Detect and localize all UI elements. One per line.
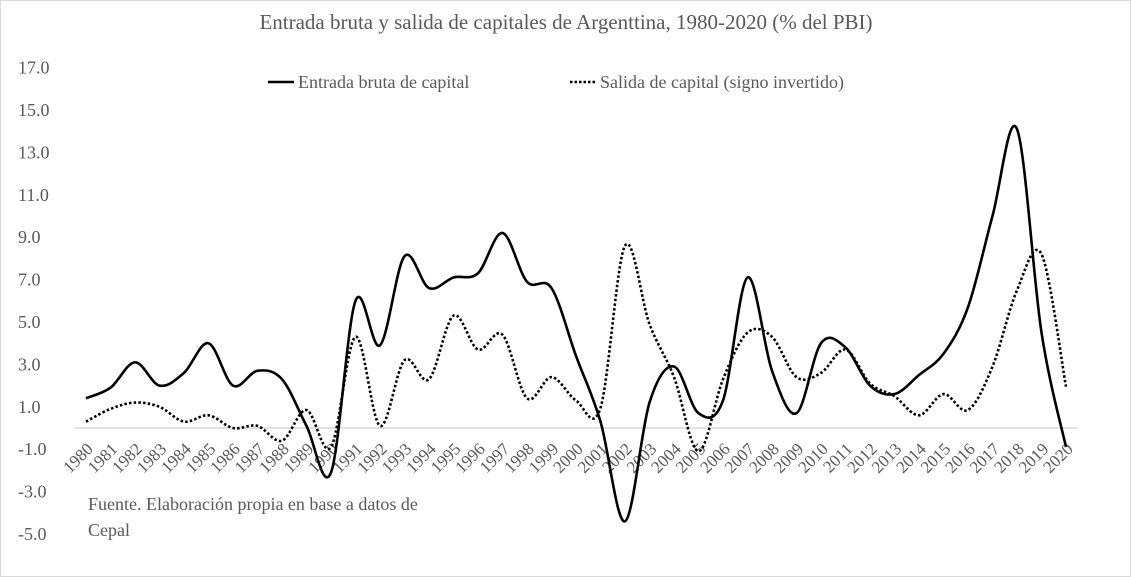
series-line-salida [85, 242, 1068, 453]
source-note-line1: Fuente. Elaboración propia en base a dat… [88, 494, 418, 514]
legend-label-entrada: Entrada bruta de capital [298, 72, 469, 92]
y-tick-label: 9.0 [18, 227, 41, 247]
y-tick-label: -5.0 [18, 524, 47, 544]
y-axis: -5.0 -3.0 -1.0 1.0 3.0 5.0 7.0 9.0 11.0 13.0 15.0 1… [18, 58, 50, 544]
y-tick-label: 17.0 [18, 58, 50, 78]
legend: Entrada bruta de capital Salida de capit… [268, 72, 844, 93]
source-note-line2: Cepal [88, 520, 130, 540]
y-tick-label: 3.0 [18, 354, 41, 374]
y-tick-label: 15.0 [18, 100, 50, 120]
plot-area [85, 124, 1068, 523]
y-tick-label: 7.0 [18, 270, 41, 290]
y-tick-label: -3.0 [18, 482, 47, 502]
y-tick-label: 11.0 [18, 185, 49, 205]
y-tick-label: 5.0 [18, 312, 41, 332]
series-line-entrada [85, 124, 1068, 523]
legend-label-salida: Salida de capital (signo invertido) [600, 72, 844, 93]
y-tick-label: 13.0 [18, 142, 50, 162]
y-tick-label: 1.0 [18, 397, 41, 417]
chart-title: Entrada bruta y salida de capitales de A… [259, 10, 872, 34]
y-tick-label: -1.0 [18, 439, 47, 459]
